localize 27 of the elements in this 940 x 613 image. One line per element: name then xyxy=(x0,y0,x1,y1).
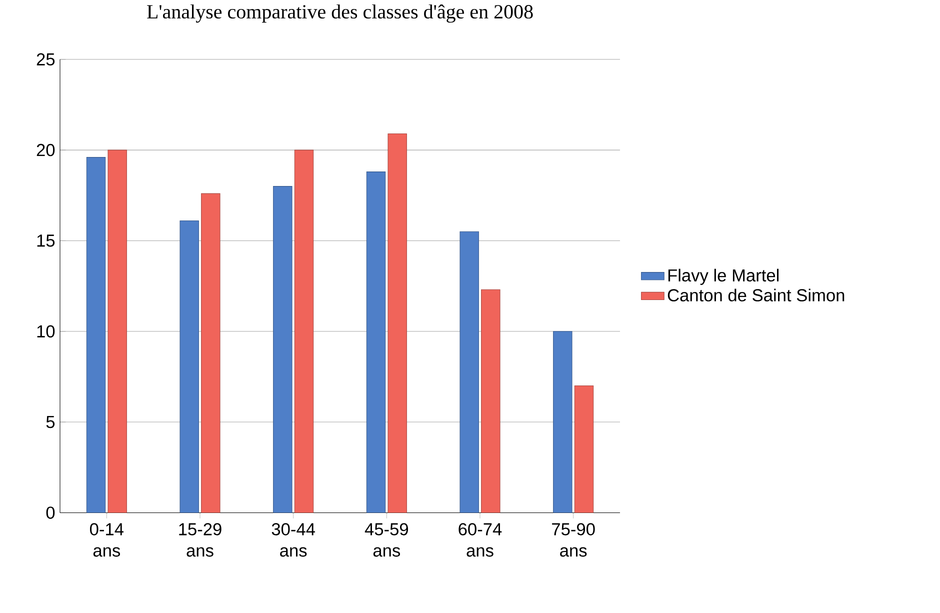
bar xyxy=(180,220,199,513)
bar xyxy=(201,193,220,513)
bar xyxy=(574,386,594,513)
y-tick-label: 25 xyxy=(36,53,55,66)
x-tick-label: 0-14 ans xyxy=(90,523,124,557)
x-tick-label: 60-74 ans xyxy=(458,523,502,557)
legend-label: Canton de Saint Simon xyxy=(668,288,844,302)
y-tick-label: 10 xyxy=(37,325,55,338)
bar xyxy=(460,232,479,513)
bar xyxy=(481,290,500,513)
legend-label: Flavy le Martel xyxy=(668,268,779,286)
x-tick-label: 30-44 ans xyxy=(272,523,315,557)
x-tick-label: 15-29 ans xyxy=(179,523,222,557)
bar xyxy=(294,150,314,513)
y-tick-label: 5 xyxy=(46,416,55,428)
bar xyxy=(366,172,386,513)
x-tick-label: 75-90 ans xyxy=(552,523,595,557)
y-tick-label: 15 xyxy=(37,234,55,247)
y-tick-label: 20 xyxy=(36,144,55,156)
x-tick-label: 45-59 ans xyxy=(364,523,408,557)
bar xyxy=(273,186,292,513)
bar xyxy=(108,150,127,513)
bar xyxy=(388,134,407,513)
chart-title: L'analyse comparative des classes d'âge en 2008 xyxy=(147,4,533,23)
bar xyxy=(86,157,106,513)
bar xyxy=(553,331,572,513)
y-tick-label: 0 xyxy=(46,506,55,519)
